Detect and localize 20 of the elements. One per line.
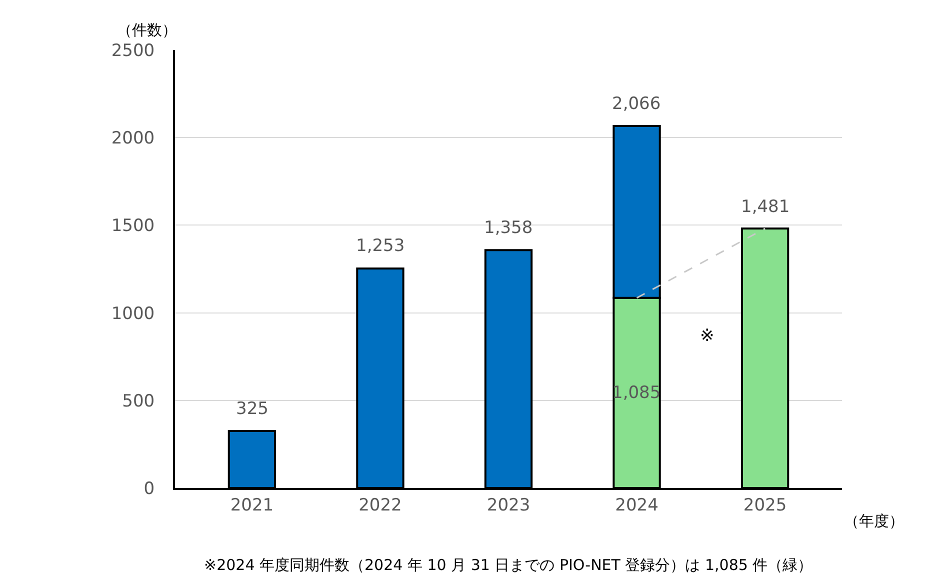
- x-tick-label: 2022: [358, 495, 402, 516]
- x-tick-label: 2021: [230, 495, 274, 516]
- x-tick-label: 2023: [486, 495, 530, 516]
- y-axis-title: （件数）: [117, 21, 177, 39]
- total-label: 1,481: [741, 197, 790, 217]
- x-tick-label: 2024: [615, 495, 658, 516]
- total-label: 325: [236, 399, 268, 419]
- y-tick-label: 1500: [111, 216, 155, 236]
- x-tick-label: 2025: [743, 495, 787, 516]
- y-tick-label: 0: [144, 478, 155, 499]
- y-tick-label: 2500: [111, 40, 155, 61]
- total-label: 1,253: [356, 236, 405, 256]
- total-label: 2,066: [612, 94, 661, 114]
- y-tick-label: 500: [122, 391, 155, 412]
- annotation: ※: [700, 326, 714, 346]
- y-tick-label: 1000: [111, 304, 155, 324]
- y-tick-label: 2000: [111, 128, 155, 149]
- text: ※2024 年度同期件数（2024 年 10 月 31 日までの PIO-NET 登録分）は 1,085 件（緑）: [204, 556, 813, 574]
- x-axis-title: （年度）: [844, 512, 904, 530]
- total-label: 1,358: [484, 218, 533, 238]
